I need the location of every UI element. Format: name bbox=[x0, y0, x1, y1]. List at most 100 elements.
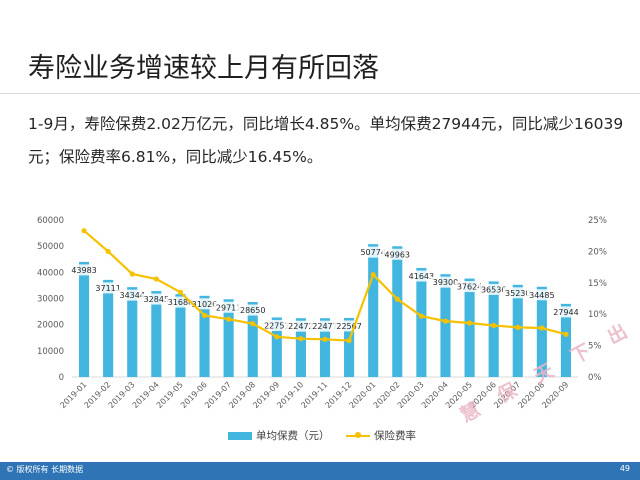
rate-point bbox=[250, 321, 256, 327]
bar-label-bg bbox=[261, 319, 292, 331]
rate-point bbox=[346, 337, 352, 344]
bar-data-label: 28650 bbox=[240, 306, 265, 315]
bar-data-label: 37111 bbox=[95, 284, 120, 293]
page-number: 49 bbox=[619, 464, 630, 473]
bar-data-label: 34485 bbox=[529, 291, 554, 300]
left-axis-tick: 50000 bbox=[37, 242, 64, 252]
title-divider bbox=[0, 93, 640, 94]
bar-data-label: 41643 bbox=[409, 272, 434, 281]
legend-item-line: 保险费率 bbox=[346, 428, 416, 443]
bar-data-label: 43983 bbox=[71, 266, 96, 275]
bar-data-label: 27944 bbox=[553, 308, 578, 317]
legend-line-label: 保险费率 bbox=[374, 430, 416, 442]
bar-label-bg bbox=[526, 289, 557, 301]
bar-label-bg bbox=[165, 296, 196, 308]
bar bbox=[512, 284, 523, 377]
bar-label-bg bbox=[213, 301, 244, 313]
bar-data-label: 22477 bbox=[312, 322, 337, 331]
rate-point bbox=[226, 316, 232, 322]
bar bbox=[78, 261, 90, 377]
bar-data-label: 39300 bbox=[433, 278, 458, 287]
right-axis-tick: 10% bbox=[588, 310, 607, 320]
bar-series bbox=[78, 244, 572, 377]
rate-point bbox=[298, 336, 304, 342]
legend-bar-swatch bbox=[228, 431, 252, 440]
bar bbox=[344, 317, 355, 377]
bar-data-label: 50774 bbox=[360, 248, 385, 257]
bar bbox=[103, 279, 114, 377]
bar-data-labels: 43983 37111343443284531688310262971128650… bbox=[69, 246, 581, 332]
left-axis-tick: 60000 bbox=[37, 216, 64, 226]
bar-data-label: 49963 bbox=[385, 250, 410, 259]
footer-copyright: © 版权所有 长期数据 bbox=[6, 465, 84, 474]
bar bbox=[247, 302, 258, 377]
rate-point bbox=[177, 289, 184, 295]
combo-chart: 0 10000 20000 30000 40000 50000 60000 0% 5% 10% 1… bbox=[37, 216, 607, 410]
bar-data-label: 36536 bbox=[481, 285, 506, 294]
bar-label-bg bbox=[430, 276, 461, 288]
bar-label-bg bbox=[189, 298, 220, 310]
bar-label-bg bbox=[502, 287, 533, 299]
bar bbox=[416, 268, 427, 377]
chart-legend: 单均保费（元） 保险费率 bbox=[0, 428, 640, 444]
rate-point bbox=[153, 276, 159, 282]
bar-label-bg bbox=[93, 282, 124, 294]
rate-point bbox=[201, 312, 208, 319]
slide-title: 寿险业务增速较上月有所回落 bbox=[28, 53, 379, 84]
bar-data-label: 22751 bbox=[264, 321, 289, 330]
bar bbox=[488, 281, 499, 377]
bar-label-bg bbox=[454, 281, 485, 293]
bar-label-bg bbox=[141, 293, 172, 305]
bar-label-bg bbox=[358, 246, 389, 258]
right-axis: 0% 5% 10% 15% 20% 25% bbox=[588, 216, 607, 383]
bar bbox=[199, 295, 210, 377]
left-axis-tick: 10000 bbox=[37, 347, 64, 357]
bar bbox=[319, 318, 331, 377]
bar bbox=[464, 278, 475, 377]
bar-data-label: 29711 bbox=[216, 303, 241, 312]
bar-data-label: 37624 bbox=[457, 283, 482, 292]
rate-point bbox=[129, 271, 135, 277]
summary-text: 1-9月，寿险保费2.02万亿元，同比增长4.85%。单均保费27944元，同比… bbox=[28, 115, 624, 166]
right-axis-tick: 5% bbox=[588, 342, 602, 352]
rate-point bbox=[539, 325, 545, 331]
bar-label-bg bbox=[550, 306, 581, 318]
rate-point bbox=[418, 313, 424, 319]
right-axis-tick: 20% bbox=[588, 247, 607, 257]
left-axis-tick: 0 bbox=[59, 373, 64, 383]
bar bbox=[271, 317, 282, 377]
bar-label-bg bbox=[334, 320, 365, 332]
bar-label-bg bbox=[285, 320, 316, 332]
rate-point bbox=[322, 336, 328, 342]
rate-point bbox=[563, 331, 569, 337]
right-axis-tick: 15% bbox=[588, 279, 607, 289]
bar bbox=[368, 244, 379, 377]
bar-data-label: 31688 bbox=[168, 298, 193, 307]
left-axis-tick: 20000 bbox=[37, 321, 64, 331]
rate-point bbox=[274, 334, 280, 340]
bar bbox=[560, 303, 572, 377]
bar-data-label: 22567 bbox=[336, 322, 361, 331]
bar bbox=[175, 294, 186, 377]
bar-label-bg bbox=[406, 270, 437, 282]
line-series bbox=[81, 228, 569, 344]
bar bbox=[223, 299, 234, 377]
legend-line-swatch bbox=[346, 431, 370, 438]
rate-point bbox=[491, 322, 497, 329]
rate-point bbox=[370, 272, 376, 278]
left-axis-tick: 40000 bbox=[37, 268, 64, 278]
bar bbox=[295, 318, 306, 377]
rate-point bbox=[466, 320, 473, 326]
bar bbox=[392, 246, 403, 377]
footer-bar: © 版权所有 长期数据 49 bbox=[0, 462, 640, 480]
left-axis-tick: 30000 bbox=[37, 295, 64, 305]
right-axis-tick: 25% bbox=[588, 216, 607, 226]
rate-point bbox=[105, 248, 111, 254]
right-axis-tick: 0% bbox=[588, 373, 602, 383]
bar-label-bg bbox=[310, 320, 340, 332]
bar bbox=[151, 291, 162, 377]
legend-item-bar: 单均保费（元） bbox=[228, 428, 330, 443]
bar-data-label: 31026 bbox=[192, 300, 217, 309]
rate-point bbox=[442, 318, 449, 324]
bar-label-bg bbox=[69, 264, 100, 276]
